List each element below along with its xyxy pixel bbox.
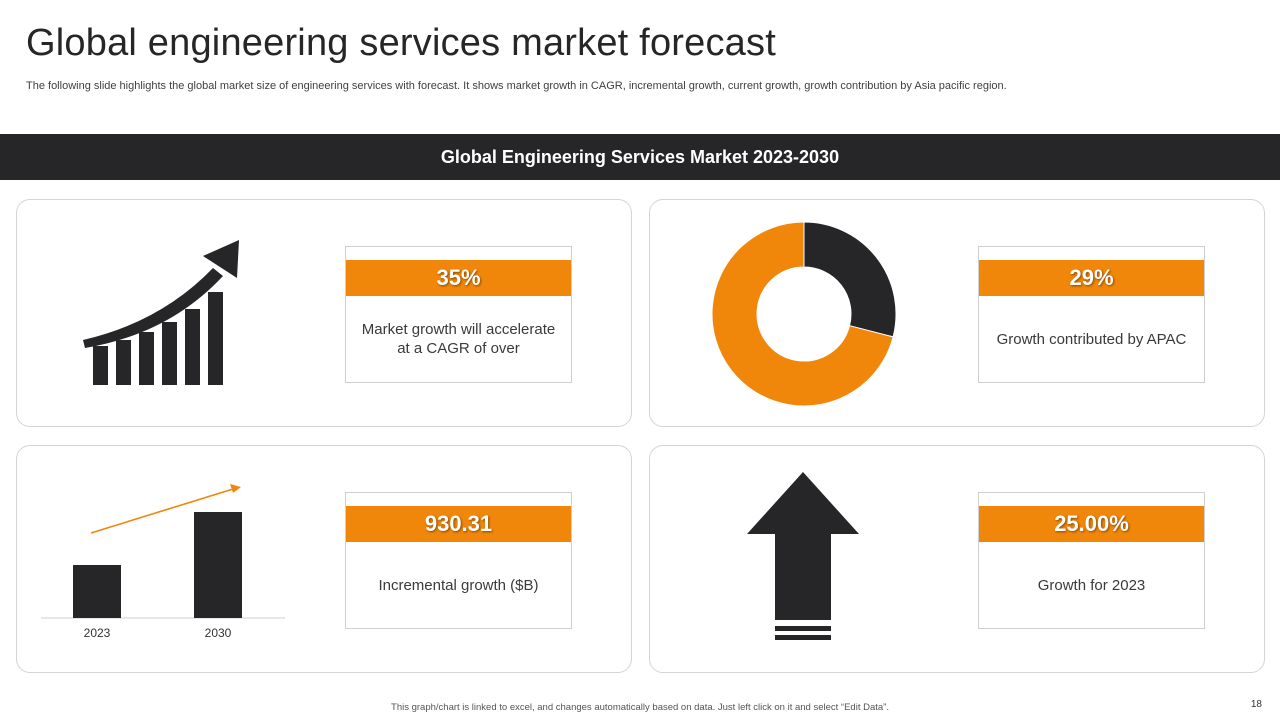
apac-stat-box: 29% Growth contributed by APAC bbox=[978, 246, 1205, 383]
bar-2023[interactable] bbox=[73, 565, 121, 618]
footer-note: This graph/chart is linked to excel, and… bbox=[391, 702, 889, 713]
incremental-value-bar: 930.31 bbox=[346, 506, 571, 542]
bar-2030[interactable] bbox=[194, 512, 242, 618]
apac-donut-chart[interactable] bbox=[706, 216, 902, 412]
cagr-description: Market growth will accelerate at a CAGR … bbox=[361, 321, 556, 357]
cagr-stat-box: 35% Market growth will accelerate at a C… bbox=[345, 246, 572, 383]
slide-subtitle: The following slide highlights the globa… bbox=[26, 80, 1007, 92]
growth-bars-arrow-icon bbox=[83, 240, 239, 385]
trend-arrowhead-icon bbox=[230, 484, 241, 493]
apac-card[interactable]: 29% Growth contributed by APAC bbox=[649, 199, 1265, 427]
banner-title: Global Engineering Services Market 2023-… bbox=[440, 146, 840, 167]
incremental-description: Incremental growth ($B) bbox=[378, 576, 539, 594]
growth-2023-value-bar: 25.00% bbox=[979, 506, 1204, 542]
cagr-value-bar: 35% bbox=[346, 260, 571, 296]
page-number: 18 bbox=[1250, 699, 1262, 710]
incremental-stat-box: 930.31 Incremental growth ($B) bbox=[345, 492, 572, 629]
cagr-card: 35% Market growth will accelerate at a C… bbox=[16, 199, 632, 427]
incremental-value: 930.31 bbox=[424, 511, 493, 536]
donut-slice-other-regions[interactable] bbox=[711, 221, 894, 407]
growth-2023-value: 25.00% bbox=[1054, 511, 1129, 536]
apac-description: Growth contributed by APAC bbox=[996, 330, 1187, 348]
apac-value-bar: 29% bbox=[979, 260, 1204, 296]
incremental-bar-chart[interactable]: 2023 2030 bbox=[37, 476, 297, 646]
growth-2023-stat-box: 25.00% Growth for 2023 bbox=[978, 492, 1205, 629]
tick-label-2030: 2030 bbox=[205, 626, 232, 640]
incremental-card[interactable]: 2023 2030 930.31 Incremental growth ($B) bbox=[16, 445, 632, 673]
tick-label-2023: 2023 bbox=[84, 626, 111, 640]
growth-2023-card: 25.00% Growth for 2023 bbox=[649, 445, 1265, 673]
donut-slice-apac[interactable] bbox=[803, 221, 897, 338]
section-banner: Global Engineering Services Market 2023-… bbox=[0, 134, 1280, 180]
cagr-value: 35% bbox=[436, 265, 481, 290]
growth-2023-description: Growth for 2023 bbox=[1037, 576, 1146, 594]
trend-arrow-line bbox=[90, 488, 234, 534]
apac-value: 29% bbox=[1069, 265, 1114, 290]
up-arrow-icon bbox=[747, 472, 859, 640]
slide-title: Global engineering services market forec… bbox=[26, 22, 776, 64]
